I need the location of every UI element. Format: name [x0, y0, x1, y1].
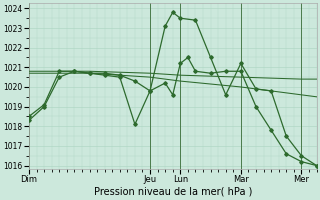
X-axis label: Pression niveau de la mer( hPa ): Pression niveau de la mer( hPa ): [93, 187, 252, 197]
